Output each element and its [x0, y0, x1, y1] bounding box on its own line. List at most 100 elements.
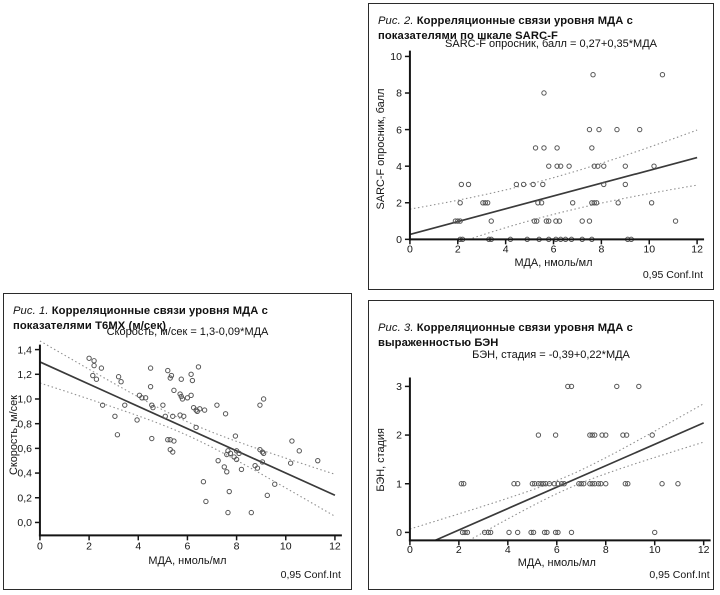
data-point	[541, 145, 547, 151]
data-point	[179, 396, 186, 402]
data-point	[457, 200, 463, 206]
data-point	[534, 218, 540, 224]
data-point	[315, 457, 321, 464]
data-point	[659, 72, 666, 78]
data-point	[99, 402, 106, 408]
data-point	[595, 163, 601, 169]
data-point	[587, 432, 593, 438]
data-point	[555, 529, 561, 536]
data-point	[593, 200, 600, 206]
data-point	[622, 181, 628, 188]
x-tick-label: 10	[280, 540, 292, 552]
x-tick-label: 2	[455, 243, 461, 255]
data-point	[289, 438, 295, 444]
x-tick-label: 4	[503, 243, 509, 255]
data-point	[178, 376, 184, 382]
y-tick-label: 6	[396, 124, 402, 136]
data-point	[165, 367, 171, 374]
fig1-data-points	[86, 355, 321, 516]
data-point	[464, 529, 471, 536]
y-tick-label: 0,6	[17, 443, 32, 455]
x-tick-label: 10	[643, 243, 655, 255]
data-point	[551, 481, 557, 487]
data-point	[535, 481, 542, 487]
data-point	[622, 481, 628, 487]
y-tick-label: 0,8	[17, 418, 32, 430]
data-point	[150, 404, 156, 411]
data-point	[530, 181, 536, 188]
data-point	[225, 509, 231, 516]
x-tick-label: 12	[691, 243, 703, 255]
fig1-confidence-band-lower	[39, 382, 336, 517]
figure-2-caption-text: Корреляционные связи уровня МДА с показа…	[378, 15, 633, 42]
y-tick-label: 1	[396, 478, 402, 490]
fig3-x-axis-label: МДА, нмоль/мл	[518, 557, 596, 569]
data-point	[555, 481, 561, 487]
data-point	[215, 457, 221, 464]
data-point	[649, 432, 655, 438]
data-point	[541, 90, 547, 96]
x-tick-label: 6	[554, 544, 560, 556]
data-point	[287, 460, 294, 466]
data-point	[465, 181, 472, 188]
fig2-data-points	[452, 72, 679, 243]
data-point	[458, 181, 465, 188]
data-point	[652, 529, 658, 536]
data-point	[529, 481, 536, 487]
figure-3-panel: Рис. 3. Корреляционные связи уровня МДА …	[368, 300, 714, 590]
data-point	[596, 126, 602, 133]
data-point	[260, 450, 267, 457]
data-point	[566, 163, 572, 169]
data-point	[552, 529, 559, 536]
data-point	[482, 200, 488, 206]
data-point	[487, 529, 494, 536]
x-tick-label: 2	[456, 544, 462, 556]
data-point	[506, 529, 512, 536]
data-point	[625, 481, 631, 487]
fig2-ticks	[404, 55, 698, 245]
fig2-y-axis-label: SARC-F опросник, балл	[375, 89, 387, 210]
y-tick-label: 0	[396, 527, 402, 539]
y-tick-label: 8	[396, 88, 402, 100]
figure-1-panel: Рис. 1. Корреляционные связи уровня МДА …	[3, 293, 352, 590]
data-point	[540, 481, 546, 487]
data-point	[147, 365, 154, 371]
data-point	[591, 200, 597, 206]
y-tick-label: 0,0	[17, 517, 32, 529]
x-tick-label: 10	[649, 544, 661, 556]
data-point	[236, 450, 242, 457]
data-point	[561, 481, 567, 487]
data-point	[569, 200, 576, 206]
x-tick-label: 8	[598, 243, 604, 255]
figure-2-panel: Рис. 2. Корреляционные связи уровня МДА …	[368, 3, 714, 290]
figure-3-equation: БЭН, стадия = -0,39+0,22*МДА	[472, 349, 630, 361]
data-point	[558, 481, 565, 487]
x-tick-label: 6	[551, 243, 557, 255]
data-point	[91, 358, 97, 364]
fig1-x-axis-label: МДА, нмоль/мл	[148, 555, 226, 567]
data-point	[114, 432, 121, 438]
data-point	[589, 481, 595, 487]
y-tick-label: 2	[396, 197, 402, 209]
data-point	[165, 437, 171, 443]
x-tick-label: 8	[603, 544, 609, 556]
data-point	[538, 200, 545, 206]
data-point	[520, 181, 527, 188]
fig2-axes	[408, 50, 705, 241]
figure-1-caption-text: Корреляционные связи уровня МДА с показа…	[13, 305, 268, 332]
y-tick-label: 10	[390, 51, 402, 63]
x-tick-label: 4	[135, 540, 141, 552]
data-point	[122, 402, 128, 408]
fig3-data-points	[458, 383, 681, 536]
fig3-axes	[408, 377, 711, 542]
data-point	[591, 163, 597, 169]
data-point	[592, 481, 598, 487]
fig2-regression-line	[409, 156, 698, 236]
data-point	[259, 449, 266, 455]
figure-2-scatter-chart: 0 2 4 6 8 10 12 0 2 4 6 8 10 МДА, нмоль/мл SARC-F опро…	[375, 50, 705, 281]
data-point	[112, 413, 118, 419]
data-point	[189, 377, 196, 384]
data-point	[264, 492, 270, 499]
